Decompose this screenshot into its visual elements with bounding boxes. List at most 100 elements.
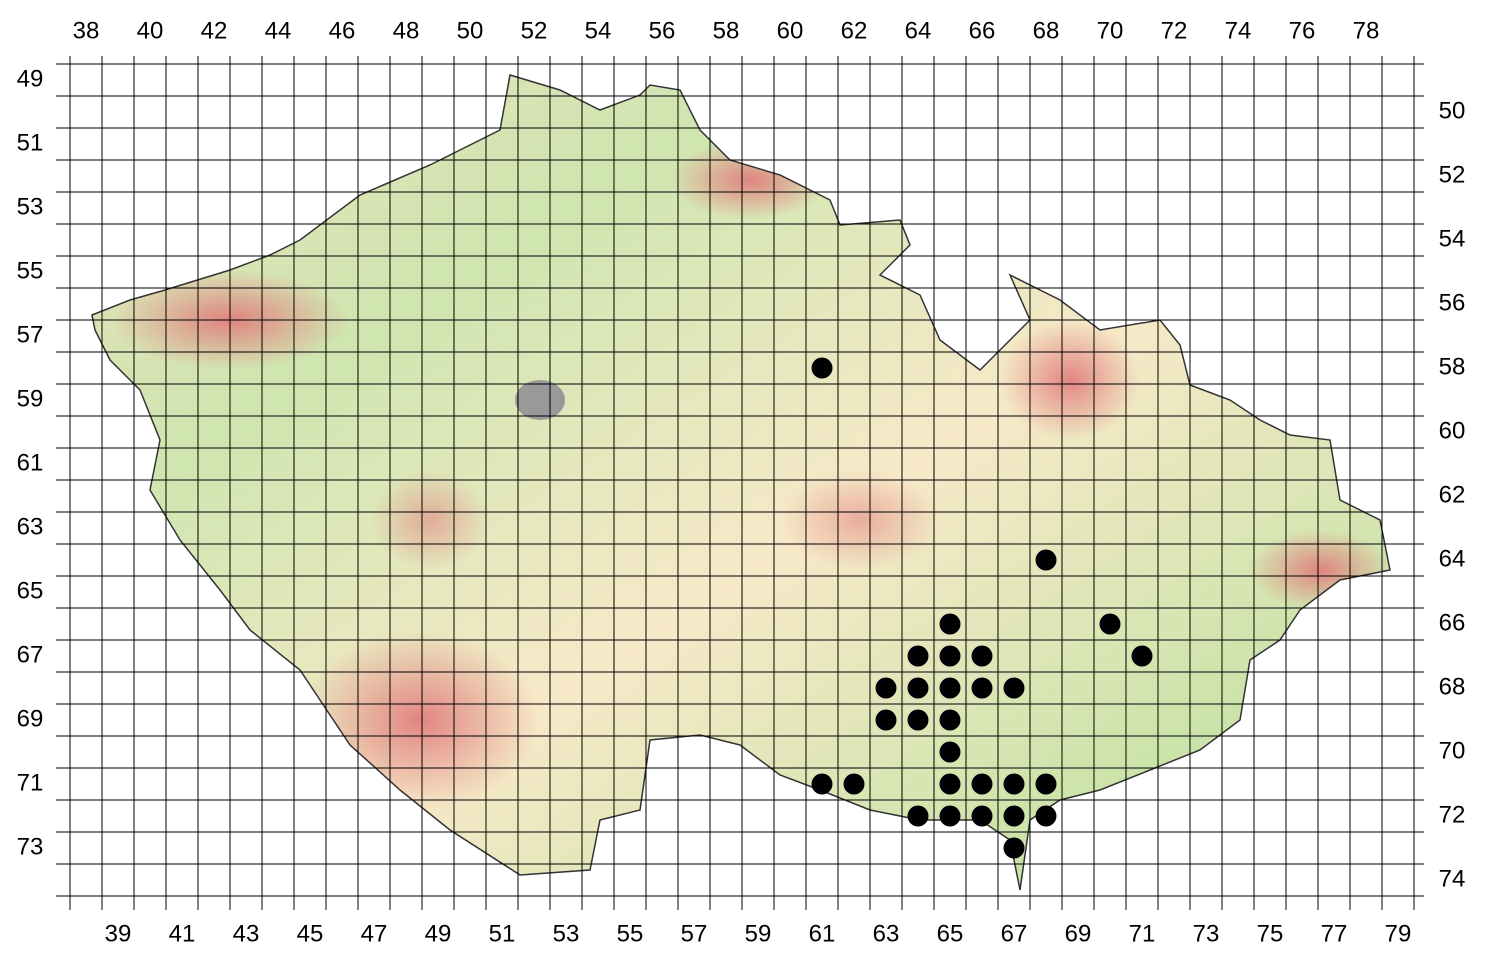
occurrence-dot — [1099, 613, 1121, 635]
occurrence-dot — [939, 645, 961, 667]
bottom-label: 43 — [233, 920, 260, 947]
top-label: 52 — [521, 17, 548, 44]
top-label: 40 — [137, 17, 164, 44]
left-label: 59 — [17, 385, 44, 412]
grid — [56, 56, 1424, 910]
bottom-label: 57 — [681, 920, 708, 947]
left-label: 53 — [17, 193, 44, 220]
top-label: 46 — [329, 17, 356, 44]
top-label: 76 — [1289, 17, 1316, 44]
right-label: 70 — [1439, 737, 1466, 764]
top-label: 78 — [1353, 17, 1380, 44]
occurrence-dot — [907, 645, 929, 667]
right-label: 72 — [1439, 801, 1466, 828]
occurrence-dot — [1131, 645, 1153, 667]
occurrence-dot — [939, 741, 961, 763]
right-label: 50 — [1439, 97, 1466, 124]
left-label: 71 — [17, 769, 44, 796]
occurrence-dot — [939, 709, 961, 731]
bottom-label: 59 — [745, 920, 772, 947]
occurrence-dot — [1003, 677, 1025, 699]
top-label: 66 — [969, 17, 996, 44]
bottom-label: 79 — [1385, 920, 1412, 947]
top-label: 56 — [649, 17, 676, 44]
top-label: 44 — [265, 17, 292, 44]
occurrence-dot — [1035, 549, 1057, 571]
left-label: 49 — [17, 65, 44, 92]
occurrence-dot — [875, 677, 897, 699]
occurrence-dot — [971, 677, 993, 699]
occurrence-dot — [907, 709, 929, 731]
top-label: 58 — [713, 17, 740, 44]
occurrence-dots — [811, 357, 1153, 859]
occurrence-dot — [1003, 773, 1025, 795]
bottom-label: 75 — [1257, 920, 1284, 947]
top-label: 48 — [393, 17, 420, 44]
right-label: 60 — [1439, 417, 1466, 444]
occurrence-dot — [971, 773, 993, 795]
bottom-label: 55 — [617, 920, 644, 947]
right-label: 74 — [1439, 865, 1466, 892]
occurrence-dot — [907, 677, 929, 699]
occurrence-dot — [907, 805, 929, 827]
occurrence-dot — [939, 613, 961, 635]
right-label: 52 — [1439, 161, 1466, 188]
right-label: 58 — [1439, 353, 1466, 380]
occurrence-dot — [1003, 805, 1025, 827]
right-label: 54 — [1439, 225, 1466, 252]
occurrence-dot — [843, 773, 865, 795]
bottom-label: 71 — [1129, 920, 1156, 947]
right-label: 56 — [1439, 289, 1466, 316]
bottom-label: 51 — [489, 920, 516, 947]
bottom-label: 61 — [809, 920, 836, 947]
top-label: 38 — [73, 17, 100, 44]
bottom-label: 41 — [169, 920, 196, 947]
left-label: 73 — [17, 833, 44, 860]
right-label: 64 — [1439, 545, 1466, 572]
bottom-label: 77 — [1321, 920, 1348, 947]
top-label: 50 — [457, 17, 484, 44]
top-label: 62 — [841, 17, 868, 44]
left-label: 51 — [17, 129, 44, 156]
bottom-label: 53 — [553, 920, 580, 947]
top-label: 70 — [1097, 17, 1124, 44]
bottom-label: 73 — [1193, 920, 1220, 947]
left-label: 57 — [17, 321, 44, 348]
occurrence-dot — [939, 677, 961, 699]
bottom-label: 49 — [425, 920, 452, 947]
occurrence-dot — [939, 805, 961, 827]
left-label: 69 — [17, 705, 44, 732]
left-label: 67 — [17, 641, 44, 668]
occurrence-dot — [1003, 837, 1025, 859]
left-label: 55 — [17, 257, 44, 284]
bottom-label: 45 — [297, 920, 324, 947]
occurrence-dot — [971, 805, 993, 827]
bottom-label: 63 — [873, 920, 900, 947]
occurrence-dot — [971, 645, 993, 667]
occurrence-dot — [811, 773, 833, 795]
right-label: 68 — [1439, 673, 1466, 700]
top-label: 68 — [1033, 17, 1060, 44]
right-label: 62 — [1439, 481, 1466, 508]
left-label: 65 — [17, 577, 44, 604]
top-label: 74 — [1225, 17, 1252, 44]
occurrence-dot — [939, 773, 961, 795]
occurrence-dot — [811, 357, 833, 379]
top-label: 72 — [1161, 17, 1188, 44]
occurrence-dot — [1035, 773, 1057, 795]
right-label: 66 — [1439, 609, 1466, 636]
bottom-label: 47 — [361, 920, 388, 947]
left-label: 61 — [17, 449, 44, 476]
top-label: 60 — [777, 17, 804, 44]
top-label: 54 — [585, 17, 612, 44]
bottom-label: 67 — [1001, 920, 1028, 947]
labels: 38 40 42 44 46 48 50 52 54 56 58 60 62 64 66 68 70 72 74 76… — [17, 17, 1466, 947]
top-label: 64 — [905, 17, 932, 44]
occurrence-dot — [875, 709, 897, 731]
bottom-label: 69 — [1065, 920, 1092, 947]
occurrence-dot — [1035, 805, 1057, 827]
left-label: 63 — [17, 513, 44, 540]
top-label: 42 — [201, 17, 228, 44]
